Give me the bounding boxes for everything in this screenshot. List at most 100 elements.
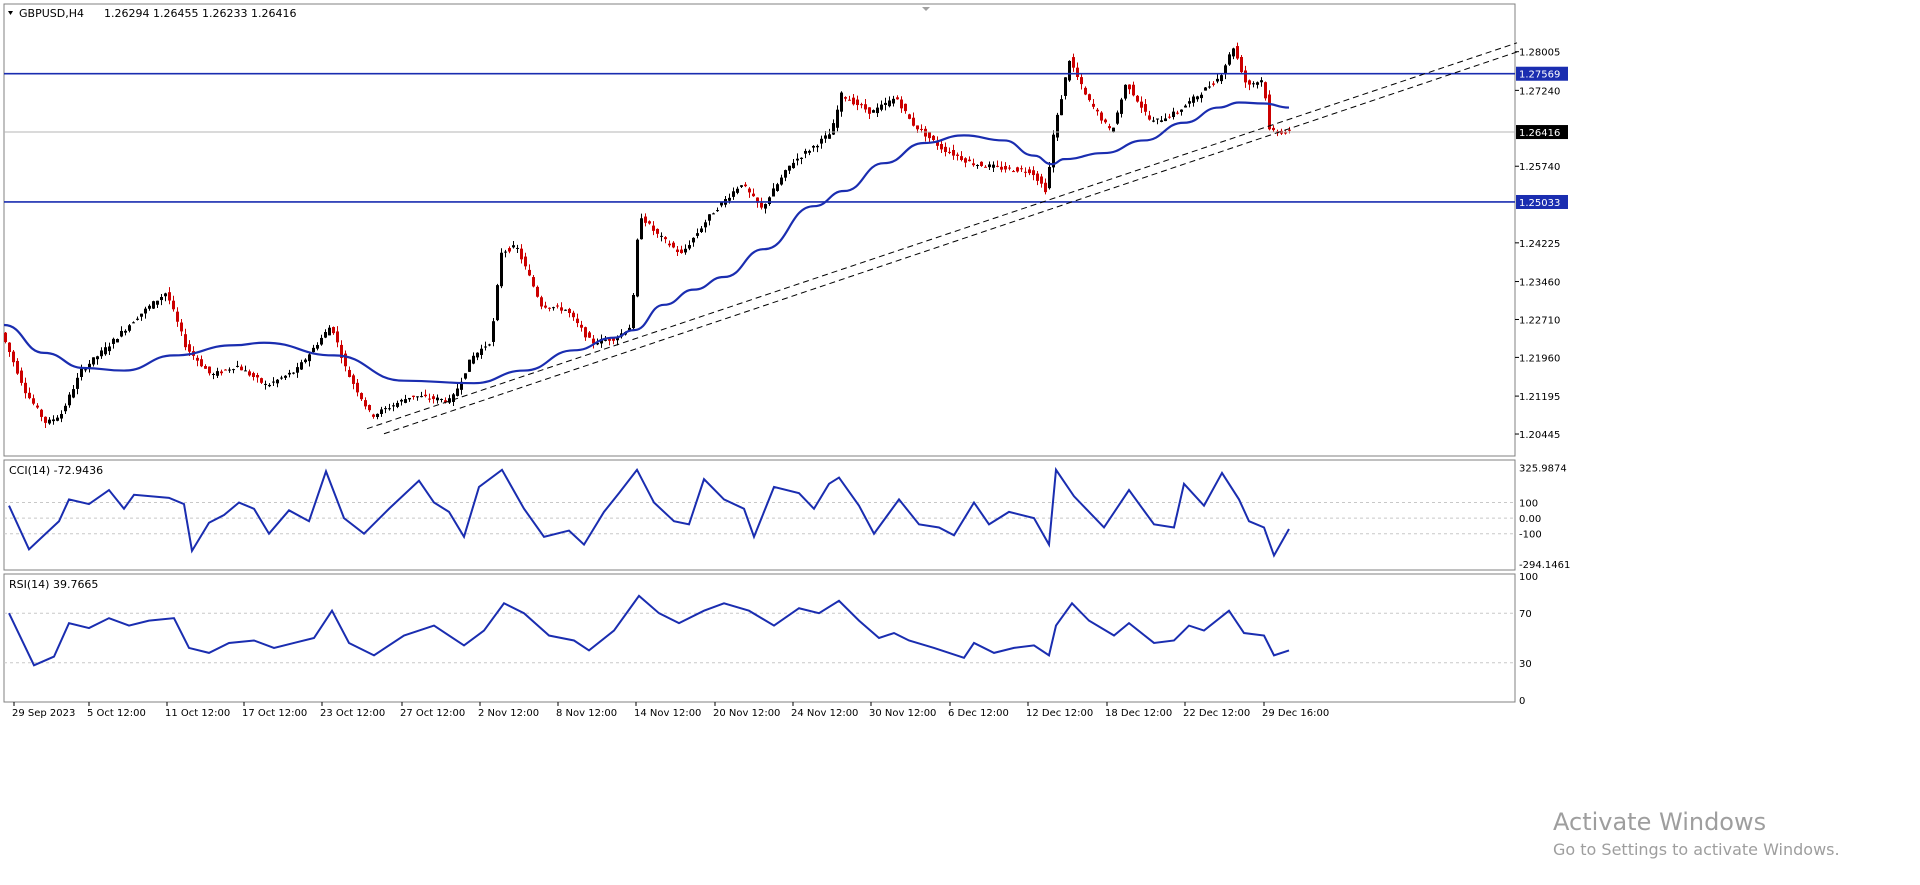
candle-down (996, 165, 999, 167)
candle-down (652, 225, 655, 231)
candle-up (1252, 83, 1255, 85)
candle-up (316, 344, 319, 349)
candle-up (1160, 120, 1163, 122)
candle-down (528, 269, 531, 276)
candle-up (836, 109, 839, 128)
candle-up (1068, 60, 1071, 81)
rsi-axis-label: 70 (1519, 609, 1532, 620)
trendline[interactable] (366, 42, 1518, 430)
cci-label: CCI(14) -72.9436 (9, 464, 103, 477)
candle-up (1060, 99, 1063, 116)
cci-line[interactable] (8, 466, 1290, 558)
candle-down (168, 292, 171, 301)
candle-up (292, 372, 295, 374)
candle-up (1164, 118, 1167, 122)
candle-up (216, 371, 219, 376)
time-axis-label: 2 Nov 12:00 (478, 708, 539, 719)
candle-down (4, 332, 7, 343)
candle-down (260, 378, 263, 383)
candle-up (484, 346, 487, 348)
candle-down (664, 237, 667, 240)
candle-down (612, 338, 615, 341)
cci-pane[interactable] (3, 459, 1516, 571)
candle-up (384, 408, 387, 410)
rsi-pane[interactable] (3, 573, 1516, 703)
candle-down (172, 300, 175, 310)
candle-up (144, 308, 147, 314)
candle-up (716, 210, 719, 212)
candle-up (272, 381, 275, 383)
candle-up (616, 337, 619, 341)
time-axis-label: 27 Oct 12:00 (400, 708, 465, 719)
candle-up (228, 369, 231, 371)
candle-down (844, 97, 847, 99)
candle-up (324, 332, 327, 338)
time-axis-label: 29 Dec 16:00 (1262, 708, 1329, 719)
candle-up (460, 381, 463, 390)
candle-down (916, 125, 919, 130)
chart-menu-icon[interactable] (8, 11, 13, 15)
candle-down (256, 375, 259, 378)
candle-up (408, 397, 411, 400)
candle-down (44, 416, 47, 423)
candle-up (784, 170, 787, 178)
candle-down (1032, 170, 1035, 176)
candle-up (688, 245, 691, 249)
candle-up (504, 251, 507, 253)
candle-up (480, 348, 483, 355)
candle-up (56, 417, 59, 421)
price-axis-label: 1.27240 (1519, 86, 1560, 97)
candle-up (132, 322, 135, 324)
candle-down (752, 193, 755, 197)
candle-down (648, 221, 651, 224)
candle-down (1104, 119, 1107, 123)
time-axis-label: 14 Nov 12:00 (634, 708, 701, 719)
chart-shift-icon[interactable] (922, 7, 930, 11)
candle-down (556, 305, 559, 307)
candle-down (588, 332, 591, 338)
candle-down (540, 297, 543, 307)
candle-down (940, 143, 943, 150)
ohlc-values: 1.26294 1.26455 1.26233 1.26416 (104, 7, 296, 20)
candle-down (580, 324, 583, 328)
rsi-line[interactable] (8, 594, 1290, 667)
time-axis-label: 18 Dec 12:00 (1105, 708, 1172, 719)
candle-down (864, 104, 867, 110)
current-price-label: 1.26416 (1519, 128, 1560, 139)
time-axis-label: 8 Nov 12:00 (556, 708, 617, 719)
level-price-tag (1516, 66, 1568, 81)
candle-up (1064, 77, 1067, 96)
candle-down (1108, 126, 1111, 129)
candle-down (1140, 101, 1143, 108)
price-axis-label: 1.25740 (1519, 162, 1560, 173)
price-axis-label: 1.20445 (1519, 430, 1560, 441)
candle-up (880, 104, 883, 110)
candle-down (248, 371, 251, 376)
price-axis-label: 1.22710 (1519, 315, 1560, 326)
candle-down (560, 307, 563, 311)
time-axis-label: 17 Oct 12:00 (242, 708, 307, 719)
candle-down (568, 308, 571, 314)
price-pane[interactable] (3, 3, 1516, 457)
candle-up (104, 347, 107, 355)
candle-up (1048, 166, 1051, 189)
candle-up (280, 377, 283, 379)
candle-down (984, 166, 987, 168)
candle-down (1088, 94, 1091, 101)
candle-up (828, 134, 831, 139)
candle-up (288, 372, 291, 375)
moving-average-line[interactable] (3, 101, 1290, 385)
candle-up (1192, 96, 1195, 103)
candle-up (992, 164, 995, 168)
time-axis-label: 23 Oct 12:00 (320, 708, 385, 719)
candle-down (1176, 112, 1179, 114)
candle-down (1272, 127, 1275, 131)
candle-up (100, 350, 103, 357)
price-axis-label: 1.21195 (1519, 392, 1560, 403)
candle-down (548, 307, 551, 309)
time-axis-label: 11 Oct 12:00 (165, 708, 230, 719)
candle-up (148, 305, 151, 309)
candle-up (1204, 87, 1207, 91)
candle-up (876, 107, 879, 114)
